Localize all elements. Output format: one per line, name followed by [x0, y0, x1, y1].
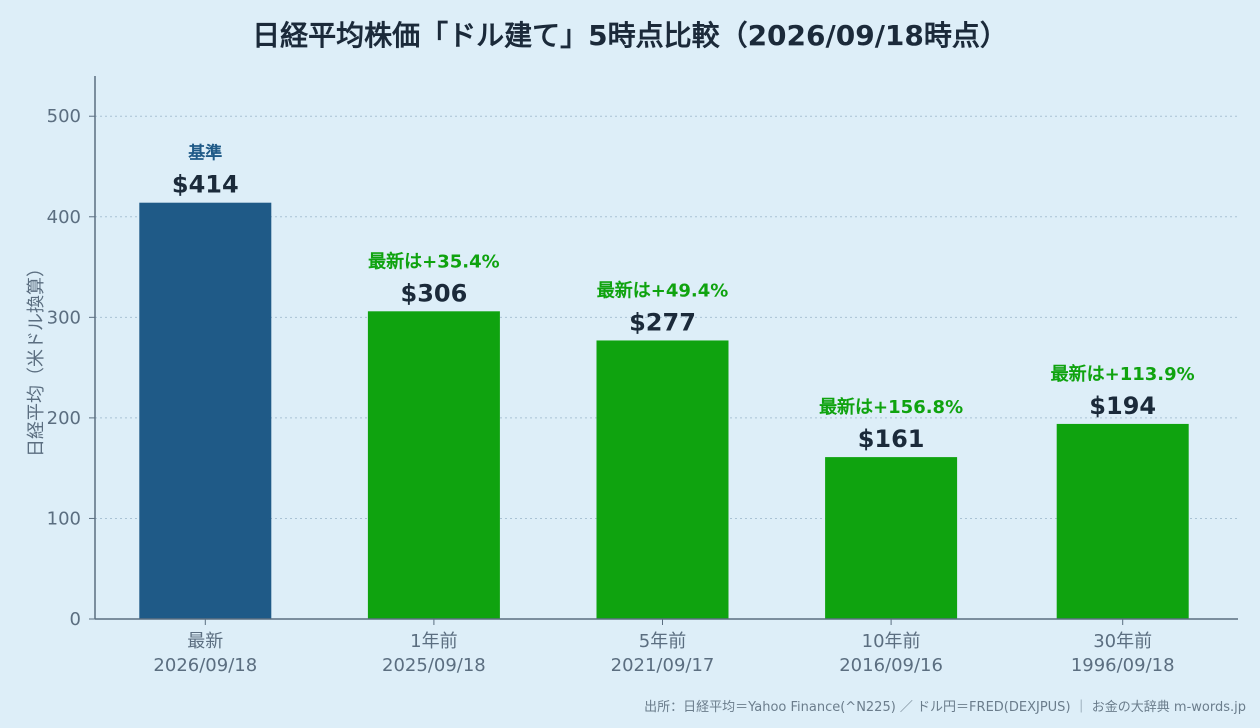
change-annotation: 最新は+156.8%: [819, 396, 963, 418]
x-tick-date: 2026/09/18: [153, 655, 257, 676]
value-label: $161: [858, 425, 925, 453]
bar-1: [367, 311, 500, 619]
y-tick-label: 500: [47, 106, 81, 127]
x-tick-date: 2016/09/16: [839, 655, 943, 676]
x-tick-date: 2025/09/18: [382, 655, 486, 676]
value-label: $277: [629, 308, 696, 336]
change-annotation: 最新は+113.9%: [1051, 363, 1195, 385]
value-label: $414: [172, 171, 239, 199]
change-annotation: 基準: [187, 143, 222, 164]
y-axis-label: 日経平均（米ドル換算）: [26, 259, 47, 457]
bar-0: [139, 202, 272, 619]
y-tick-label: 400: [47, 207, 81, 228]
bar-layer: [139, 202, 1189, 619]
y-tick-label: 100: [47, 508, 81, 529]
bar-2: [596, 340, 729, 619]
bar-3: [825, 457, 958, 619]
change-annotation: 最新は+35.4%: [368, 250, 500, 272]
x-tick-label: 1年前: [410, 631, 457, 652]
x-tick-label: 5年前: [639, 631, 686, 652]
x-tick-label: 30年前: [1093, 631, 1152, 652]
chart-title: 日経平均株価「ドル建て」5時点比較（2026/09/18時点）: [252, 19, 1008, 52]
bar-4: [1056, 423, 1189, 619]
x-tick-label: 最新: [187, 631, 223, 652]
value-label: $194: [1089, 392, 1156, 420]
axis-layer: [94, 76, 1238, 620]
y-tick-label: 0: [70, 609, 81, 630]
x-tick-label: 10年前: [862, 631, 921, 652]
y-tick-label: 200: [47, 408, 81, 429]
y-tick-label: 300: [47, 307, 81, 328]
x-tick-date: 2021/09/17: [611, 655, 715, 676]
change-annotation: 最新は+49.4%: [597, 279, 729, 301]
source-footer: 出所：日経平均＝Yahoo Finance(^N225) ／ ドル円＝FRED(…: [644, 700, 1246, 715]
value-label: $306: [401, 279, 468, 307]
x-tick-date: 1996/09/18: [1071, 655, 1175, 676]
